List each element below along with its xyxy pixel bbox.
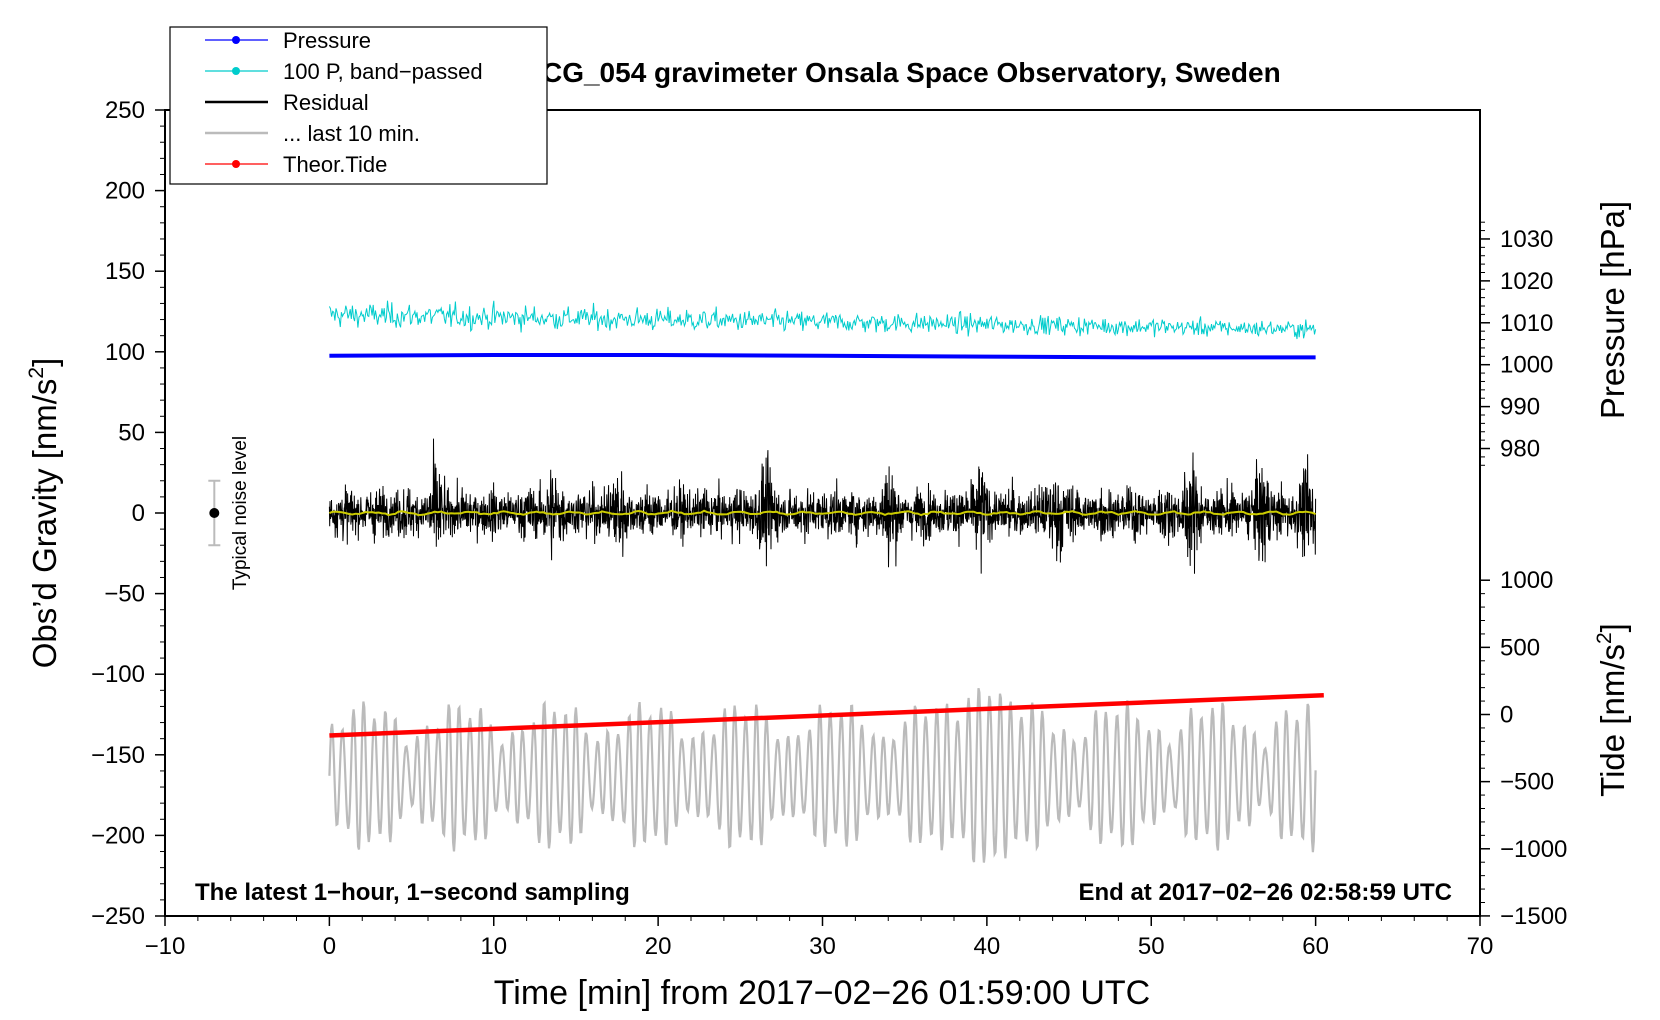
x-tick-label: 0 [323, 933, 336, 960]
ticks-layer: −10 0 10 20 30 40 50 60 70250200150100500−50−100… [91, 97, 1567, 960]
y-left-tick-label: −200 [91, 822, 145, 849]
y-axis-label-left-main: Obs’d Gravity [nm/s [26, 379, 63, 669]
pressure-tick-label: 1030 [1500, 226, 1553, 253]
legend-swatch-marker [232, 160, 240, 168]
tide-tick-label: 500 [1500, 634, 1540, 661]
x-tick-label: 20 [645, 933, 672, 960]
y-left-tick-label: 100 [105, 339, 145, 366]
chart-title: SCG_054 gravimeter Onsala Space Observat… [523, 57, 1280, 88]
series-layer [208, 300, 1324, 863]
series-residual-line [328, 438, 1317, 574]
y-axis-label-left: Obs’d Gravity [nm/s2] [25, 358, 63, 669]
legend-entry: ... last 10 min. [205, 121, 420, 146]
tide-tick-label: −500 [1500, 769, 1554, 796]
tide-tick-label: 0 [1500, 702, 1513, 729]
y-axis-label-left-end: ] [26, 358, 63, 367]
y-left-tick-label: −250 [91, 903, 145, 930]
legend-label: 100 P, band−passed [283, 59, 483, 84]
legend: Pressure 100 P, band−passed Residual ... la… [169, 26, 548, 185]
y-left-tick-label: 200 [105, 178, 145, 205]
legend-entry: 100 P, band−passed [205, 59, 483, 84]
series-last-10-min-line [328, 687, 1317, 863]
noise-bar-dot [209, 508, 220, 518]
x-tick-label: 70 [1467, 933, 1494, 960]
y-left-tick-label: 150 [105, 258, 145, 285]
legend-entry: Theor.Tide [205, 152, 387, 177]
y-left-tick-label: 50 [118, 419, 145, 446]
y-axis-label-tide-end: ] [1594, 623, 1631, 632]
series-band-passed-pressure-line [328, 300, 1317, 340]
legend-box [169, 26, 548, 185]
annotation-bottom-left: The latest 1−hour, 1−second sampling [195, 879, 630, 906]
y-left-tick-label: −150 [91, 742, 145, 769]
tide-tick-label: −1000 [1500, 836, 1567, 863]
noise-level-label: Typical noise level [230, 436, 251, 590]
tide-tick-label: −1500 [1500, 903, 1567, 930]
x-tick-label: 10 [480, 933, 507, 960]
series-residual-smoothed-line [329, 509, 1317, 517]
pressure-tick-label: 1000 [1500, 352, 1553, 379]
y-axis-label-tide-main: Tide [nm/s [1594, 644, 1631, 797]
y-axis-label-tide-sup: 2 [1593, 632, 1616, 644]
legend-label: Theor.Tide [283, 152, 387, 177]
pressure-tick-label: 1010 [1500, 310, 1553, 337]
x-tick-label: 50 [1138, 933, 1165, 960]
y-left-tick-label: 250 [105, 97, 145, 124]
x-axis-label: Time [min] from 2017−02−26 01:59:00 UTC [494, 974, 1150, 1012]
pressure-tick-label: 990 [1500, 394, 1540, 421]
legend-entries: Pressure 100 P, band−passed Residual ... la… [205, 28, 483, 177]
x-tick-label: −10 [145, 933, 186, 960]
y-axis-label-left-sup: 2 [25, 367, 48, 379]
legend-entry: Pressure [205, 28, 371, 53]
annotation-bottom-right: End at 2017−02−26 02:58:59 UTC [1078, 879, 1452, 906]
legend-label: Residual [283, 90, 369, 115]
series-theor-tide-line [329, 692, 1324, 738]
pressure-tick-label: 1020 [1500, 268, 1553, 295]
y-left-tick-label: 0 [132, 500, 145, 527]
y-left-tick-label: −50 [104, 581, 145, 608]
x-tick-label: 40 [974, 933, 1001, 960]
legend-entry: Residual [205, 90, 369, 115]
legend-swatch-marker [232, 36, 240, 44]
y-axis-label-pressure: Pressure [hPa] [1594, 201, 1631, 419]
legend-label: ... last 10 min. [283, 121, 420, 146]
series-pressure-line [329, 353, 1316, 360]
legend-label: Pressure [283, 28, 371, 53]
tide-tick-label: 1000 [1500, 567, 1553, 594]
legend-swatch-marker [232, 67, 240, 75]
y-left-tick-label: −100 [91, 661, 145, 688]
pressure-tick-label: 980 [1500, 436, 1540, 463]
y-axis-label-tide: Tide [nm/s2] [1593, 623, 1631, 797]
x-tick-label: 30 [809, 933, 836, 960]
x-tick-label: 60 [1302, 933, 1329, 960]
